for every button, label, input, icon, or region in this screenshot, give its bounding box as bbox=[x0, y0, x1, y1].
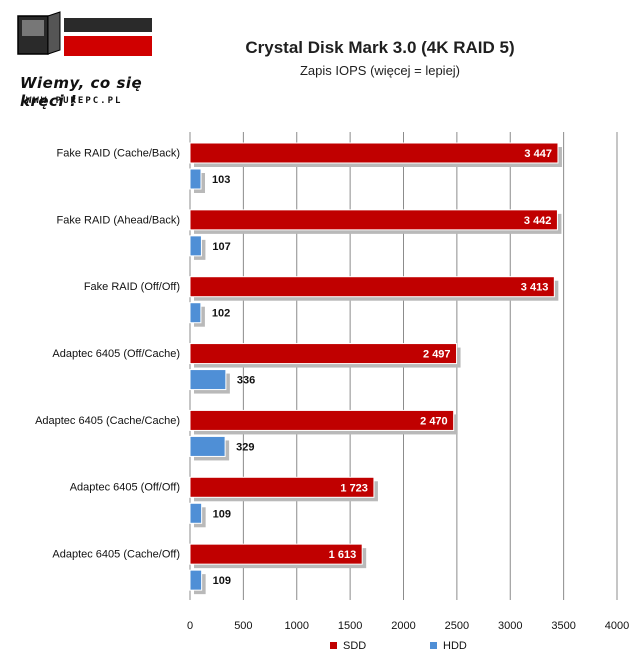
purepc-logo-graphic bbox=[17, 11, 152, 56]
legend-item-hdd: HDD bbox=[430, 640, 467, 652]
hdd-bar bbox=[189, 235, 202, 257]
sdd-value-label: 3 442 bbox=[524, 215, 552, 227]
logo-tagline: Wiemy, co się kręci ! bbox=[20, 74, 143, 110]
hdd-bar bbox=[189, 435, 226, 457]
legend-swatch bbox=[330, 642, 337, 649]
hdd-value-label: 102 bbox=[212, 308, 230, 320]
x-tick-label: 2000 bbox=[391, 620, 415, 632]
x-tick-label: 3000 bbox=[498, 620, 522, 632]
category-label: Adaptec 6405 (Off/Cache) bbox=[52, 348, 180, 360]
x-tick-label: 500 bbox=[234, 620, 252, 632]
hdd-bar bbox=[189, 502, 203, 524]
tick-labels: 0 500 1000 1500 2000 2500 3000 3500 4000 bbox=[187, 620, 629, 632]
hdd-value-label: 329 bbox=[236, 441, 254, 453]
x-tick-label: 0 bbox=[187, 620, 193, 632]
hdd-value-label: 109 bbox=[213, 575, 231, 587]
category-labels: Fake RAID (Cache/Back) Fake RAID (Ahead/B… bbox=[35, 147, 180, 560]
category-label: Fake RAID (Ahead/Back) bbox=[57, 214, 181, 226]
sdd-value-label: 1 723 bbox=[340, 482, 368, 494]
sdd-bar bbox=[189, 343, 458, 365]
sdd-bar bbox=[189, 142, 559, 164]
x-tick-label: 1000 bbox=[285, 620, 309, 632]
hdd-value-label: 103 bbox=[212, 174, 230, 186]
x-tick-label: 4000 bbox=[605, 620, 629, 632]
sdd-bar bbox=[189, 409, 455, 431]
chart-subtitle: Zapis IOPS (więcej = lepiej) bbox=[299, 63, 461, 78]
legend-label: SDD bbox=[343, 640, 367, 652]
legend-swatch bbox=[430, 642, 437, 649]
hdd-bar bbox=[189, 168, 202, 190]
legend-item-sdd: SDD bbox=[330, 640, 366, 652]
sdd-value-label: 3 413 bbox=[521, 282, 549, 294]
category-label: Adaptec 6405 (Cache/Off) bbox=[52, 549, 180, 561]
sdd-value-label: 1 613 bbox=[329, 549, 357, 561]
sdd-bar bbox=[189, 543, 363, 565]
hdd-bar bbox=[189, 569, 203, 591]
hdd-value-label: 336 bbox=[237, 375, 255, 387]
hdd-value-label: 107 bbox=[212, 241, 230, 253]
bars: 3 447 103 3 442 107 3 413 102 2 497 336 2 470 329… bbox=[189, 142, 562, 595]
legend-label: HDD bbox=[443, 640, 467, 652]
x-tick-label: 3500 bbox=[551, 620, 575, 632]
chart-title: Crystal Disk Mark 3.0 (4K RAID 5) bbox=[245, 38, 515, 57]
category-label: Adaptec 6405 (Off/Off) bbox=[70, 482, 180, 494]
hdd-value-label: 109 bbox=[213, 508, 231, 520]
category-label: Adaptec 6405 (Cache/Cache) bbox=[35, 415, 180, 427]
logo-url: WWW.PUREPC.PL bbox=[26, 96, 123, 106]
hdd-bar bbox=[189, 302, 202, 324]
category-label: Fake RAID (Off/Off) bbox=[84, 281, 180, 293]
sdd-value-label: 2 497 bbox=[423, 349, 451, 361]
category-label: Fake RAID (Cache/Back) bbox=[57, 147, 180, 159]
sdd-bar bbox=[189, 209, 558, 231]
purepc-logo: Wiemy, co się kręci ! WWW.PUREPC.PL bbox=[12, 8, 182, 110]
sdd-bar bbox=[189, 276, 555, 298]
hdd-bar bbox=[189, 369, 227, 391]
x-tick-label: 1500 bbox=[338, 620, 362, 632]
sdd-bar bbox=[189, 476, 375, 498]
x-tick-label: 2500 bbox=[445, 620, 469, 632]
sdd-value-label: 3 447 bbox=[524, 148, 552, 160]
sdd-value-label: 2 470 bbox=[420, 415, 448, 427]
